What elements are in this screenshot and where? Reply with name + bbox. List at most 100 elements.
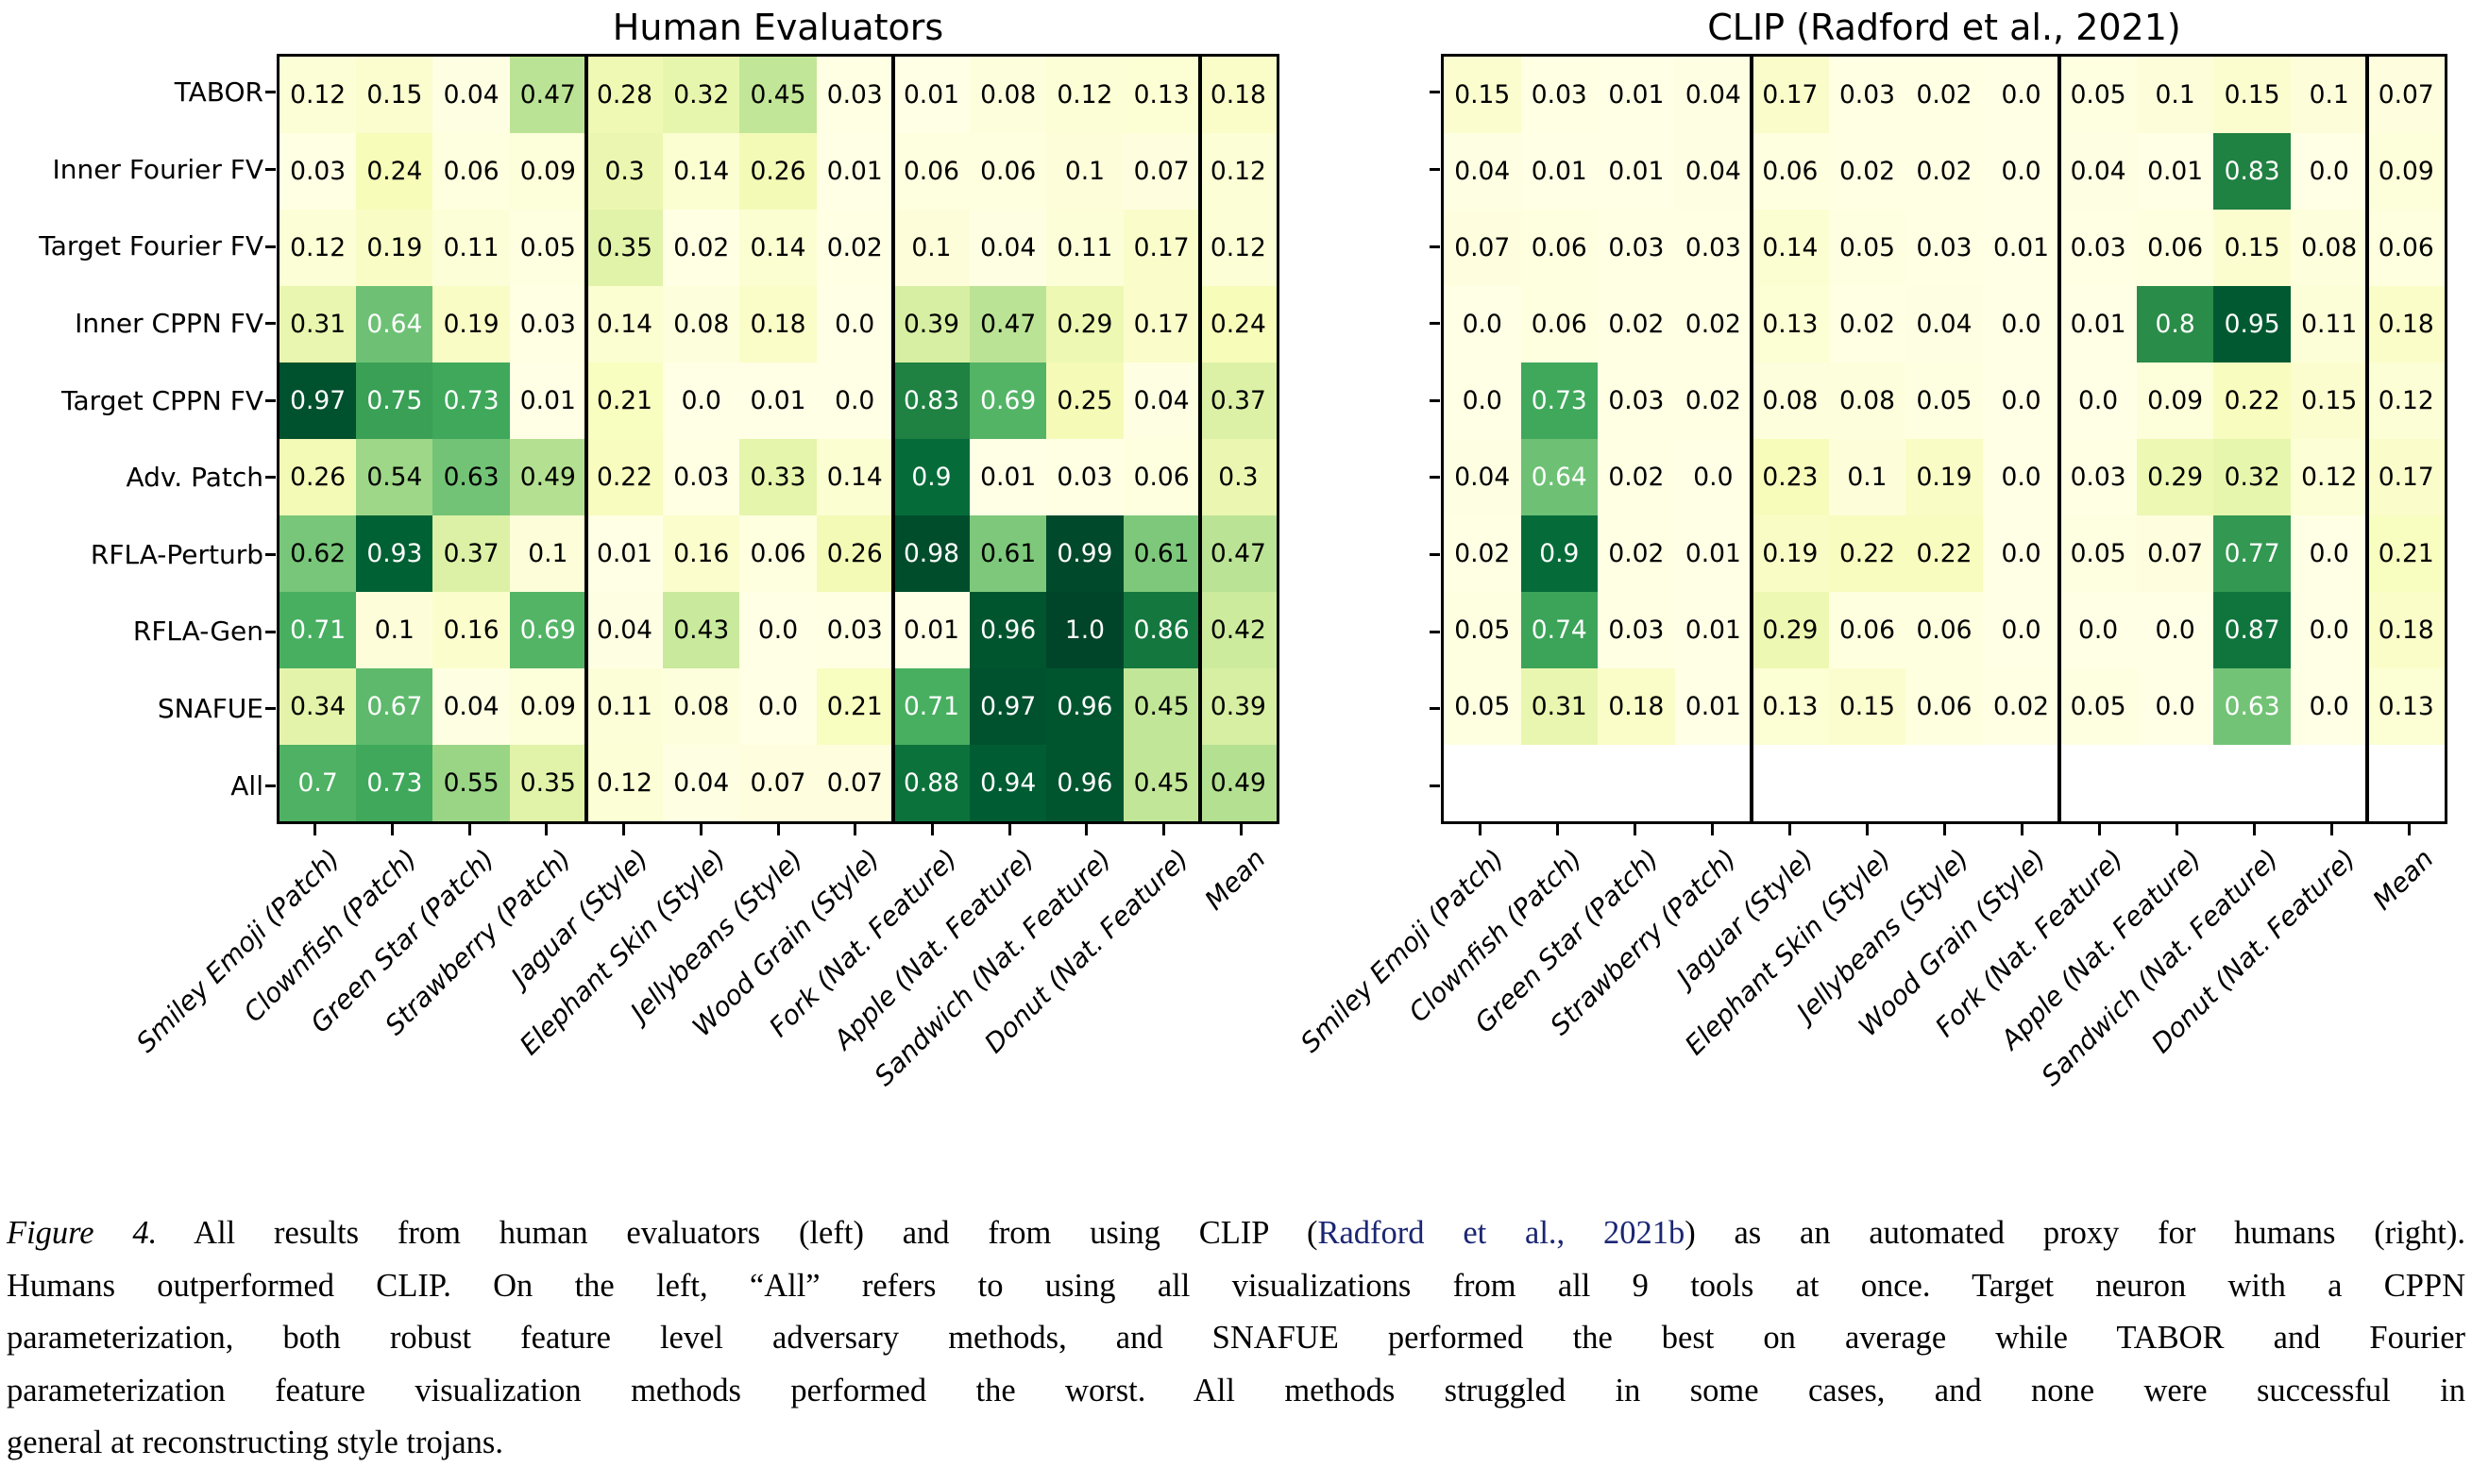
heatmap-cell: 0.03 [816,57,893,133]
heatmap-cell: 0.17 [1123,286,1200,363]
y-tick [1430,784,1440,787]
heatmap-cell: 0.15 [2290,363,2368,439]
y-tick [1430,476,1440,480]
heatmap-cell: 0.03 [1598,210,1675,286]
heatmap-cell [2059,745,2137,821]
y-tick [1430,630,1440,633]
heatmap-cell [1905,745,1983,821]
heatmap-cell: 0.06 [1520,210,1599,286]
x-tick [2329,824,2333,835]
x-tick [1478,824,1482,835]
heatmap-cell: 0.01 [1674,668,1752,745]
heatmap-cell: 0.12 [2290,439,2368,515]
y-tick [265,91,276,94]
heatmap-cell: 0.47 [509,57,586,133]
heatmap-cell: 0.73 [432,363,510,439]
heatmap-cell: 0.22 [1905,515,1983,592]
y-tick [265,476,276,480]
heatmap-cell: 0.93 [356,515,433,592]
heatmap-cell: 0.67 [356,668,433,745]
heatmap-cell: 0.03 [663,439,740,515]
heatmap-cell: 0.09 [2136,363,2214,439]
heatmap-cell: 0.0 [1982,515,2060,592]
heatmap-cell: 0.03 [1674,210,1752,286]
heatmap-cell: 0.05 [1828,210,1906,286]
x-tick [2252,824,2256,835]
heatmap-cell: 0.05 [509,210,586,286]
heatmap-cell: 0.24 [356,133,433,210]
heatmap-cell [1520,745,1599,821]
heatmap-cell: 0.03 [1520,57,1599,133]
heatmap-cell: 0.21 [585,363,664,439]
heatmap-cell: 0.0 [2290,668,2368,745]
heatmap-cell: 0.12 [279,210,357,286]
heatmap-cell: 0.12 [1199,210,1277,286]
heatmap-cell: 0.13 [1752,286,1829,363]
heatmap-cell: 0.75 [356,363,433,439]
heatmap-cell: 0.11 [585,668,664,745]
column-label: Jaguar (Style) [1670,843,1820,993]
heatmap-cell: 0.03 [1046,439,1124,515]
heatmap-cell: 0.03 [1598,363,1675,439]
x-tick [622,824,626,835]
heatmap-cell [1444,745,1521,821]
y-tick [1430,707,1440,711]
heatmap-cell: 0.07 [739,745,817,821]
caption-line: parameterization feature visualization m… [7,1372,2465,1408]
heatmap-cell: 0.01 [509,363,586,439]
y-tick [265,398,276,402]
heatmap-cell: 0.06 [1828,592,1906,668]
heatmap-cell: 0.11 [432,210,510,286]
heatmap-cell: 0.18 [2367,286,2445,363]
heatmap-cell: 0.95 [2213,286,2291,363]
heatmap-cell: 0.1 [892,210,971,286]
heatmap-cell: 0.01 [1982,210,2060,286]
column-label: Mean [1198,843,1272,917]
heatmap-cell: 0.61 [1123,515,1200,592]
heatmap-cell: 0.8 [2136,286,2214,363]
heatmap-cell: 0.02 [1598,439,1675,515]
heatmap-cell: 0.01 [1520,133,1599,210]
heatmap-cell: 0.13 [1752,668,1829,745]
heatmap-cell: 0.01 [2136,133,2214,210]
heatmap-cell: 0.06 [1905,592,1983,668]
heatmap-cell: 0.96 [970,592,1047,668]
heatmap-cell: 0.06 [1905,668,1983,745]
heatmap-cell: 0.01 [2059,286,2137,363]
heatmap-cell: 0.31 [1520,668,1599,745]
heatmap-cell: 0.0 [1444,363,1521,439]
heatmap-cell: 0.49 [1199,745,1277,821]
group-separator-line [2365,57,2370,821]
row-label: RFLA-Gen [132,616,263,648]
heatmap-cell: 0.9 [892,439,971,515]
heatmap-cell: 0.01 [1674,592,1752,668]
heatmap-cell [1674,745,1752,821]
heatmap-cell: 0.45 [1123,668,1200,745]
heatmap-cell: 0.07 [1123,133,1200,210]
heatmap-cell: 0.98 [892,515,971,592]
x-tick [1942,824,1946,835]
heatmap-cell: 0.11 [1046,210,1124,286]
heatmap-cell: 0.06 [1520,286,1599,363]
heatmap-cell: 0.02 [663,210,740,286]
citation-link[interactable]: Radford et al., 2021b [1317,1215,1685,1251]
heatmap-cell: 0.25 [1046,363,1124,439]
heatmap-cell: 0.02 [1905,57,1983,133]
row-label: RFLA-Perturb [90,538,263,570]
heatmap-cell: 0.22 [585,439,664,515]
heatmap-cell: 0.01 [739,363,817,439]
y-tick [1430,245,1440,248]
heatmap-cell: 0.06 [1123,439,1200,515]
heatmap-cell: 0.14 [739,210,817,286]
heatmap-cell: 0.87 [2213,592,2291,668]
heatmap-cell: 0.0 [1444,286,1521,363]
heatmap-cell: 0.0 [739,592,817,668]
heatmap-cell: 0.03 [816,592,893,668]
group-separator-line [1197,57,1202,821]
x-tick [1161,824,1165,835]
heatmap-cell: 0.02 [1598,286,1675,363]
heatmap-cell: 0.83 [2213,133,2291,210]
heatmap-cell: 0.71 [892,668,971,745]
y-tick [265,707,276,711]
